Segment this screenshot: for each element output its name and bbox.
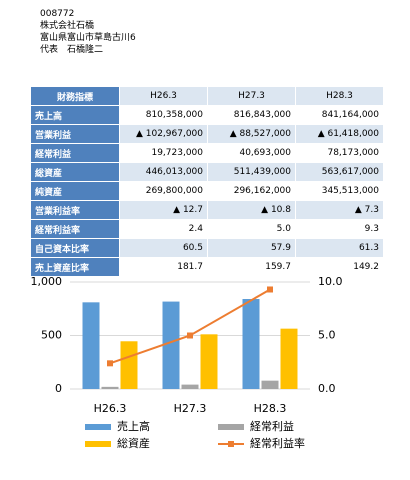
line-marker (267, 286, 273, 293)
value-cell: 60.5 (119, 238, 208, 258)
value-cell: ▲ 7.3 (295, 200, 384, 220)
row-label: 総資産 (30, 162, 120, 182)
row-label: 売上高 (30, 105, 120, 125)
value-cell: 810,358,000 (119, 105, 208, 125)
header-line: 008772 (40, 9, 75, 19)
value-cell: ▲ 10.8 (207, 200, 296, 220)
value-cell: ▲ 88,527,000 (207, 124, 296, 144)
table-row: 自己資本比率 60.5 57.9 61.3 (30, 238, 384, 258)
legend-marker (228, 441, 234, 447)
y2-tick-label: 5.0 (318, 329, 336, 342)
legend-label: 経常利益率 (250, 436, 305, 450)
bar (261, 380, 279, 389)
value-cell: 149.2 (295, 257, 384, 277)
value-cell: 78,173,000 (295, 143, 384, 163)
row-label: 自己資本比率 (30, 238, 120, 258)
header-cell: 財務指標 (30, 86, 120, 106)
value-cell: 345,513,000 (295, 181, 384, 201)
table-row: 売上高 810,358,000 816,843,000 841,164,000 (30, 105, 384, 125)
value-cell: 5.0 (207, 219, 296, 239)
legend-swatch (85, 441, 111, 447)
y-tick-label: 0 (55, 382, 62, 395)
table-row: 総資産 446,013,000 511,439,000 563,617,000 (30, 162, 384, 182)
row-label: 経常利益 (30, 143, 120, 163)
value-cell: ▲ 12.7 (119, 200, 208, 220)
legend-label: 経常利益 (250, 419, 294, 433)
y2-tick-label: 0.0 (318, 382, 336, 395)
x-tick-label: H27.3 (174, 402, 207, 415)
bar (162, 301, 180, 389)
value-cell: 511,439,000 (207, 162, 296, 182)
value-cell: 563,617,000 (295, 162, 384, 182)
header-cell: H26.3 (119, 86, 208, 106)
value-cell: ▲ 61,418,000 (295, 124, 384, 144)
value-cell: 269,800,000 (119, 181, 208, 201)
y2-tick-label: 10.0 (318, 275, 343, 288)
bar (200, 334, 218, 389)
row-label: 純資産 (30, 181, 120, 201)
bar (120, 341, 138, 389)
value-cell: 61.3 (295, 238, 384, 258)
line-marker (107, 360, 113, 367)
bar (280, 328, 298, 389)
header-line: 富山県富山市草島古川6 (40, 33, 136, 43)
legend-swatch (85, 424, 111, 430)
header-cell: H28.3 (295, 86, 384, 106)
row-label: 売上資産比率 (30, 257, 120, 277)
value-cell: 40,693,000 (207, 143, 296, 163)
row-label: 経常利益率 (30, 219, 120, 239)
value-cell: 57.9 (207, 238, 296, 258)
bar (82, 302, 100, 389)
table-row: 営業利益率 ▲ 12.7 ▲ 10.8 ▲ 7.3 (30, 200, 384, 220)
financial-table: 財務指標 H26.3 H27.3 H28.3 売上高 810,358,000 816,843… (30, 86, 384, 277)
value-cell: 9.3 (295, 219, 384, 239)
line-marker (187, 332, 193, 339)
y-tick-label: 500 (41, 329, 62, 342)
x-tick-label: H28.3 (254, 402, 287, 415)
table-row: 純資産 269,800,000 296,162,000 345,513,000 (30, 181, 384, 201)
header-cell: H27.3 (207, 86, 296, 106)
header-row: 財務指標 H26.3 H27.3 H28.3 (30, 86, 384, 106)
value-cell: 446,013,000 (119, 162, 208, 182)
value-cell: ▲ 102,967,000 (119, 124, 208, 144)
bar (242, 299, 260, 389)
bar (181, 384, 199, 389)
value-cell: 841,164,000 (295, 105, 384, 125)
header-line: 代表 石橋隆二 (40, 45, 104, 55)
table-row: 経常利益 19,723,000 40,693,000 78,173,000 (30, 143, 384, 163)
y-tick-label: 1,000 (31, 275, 63, 288)
row-label: 営業利益率 (30, 200, 120, 220)
value-cell: 296,162,000 (207, 181, 296, 201)
x-tick-label: H26.3 (94, 402, 127, 415)
legend-label: 売上高 (117, 419, 150, 433)
row-label: 営業利益 (30, 124, 120, 144)
value-cell: 19,723,000 (119, 143, 208, 163)
value-cell: 2.4 (119, 219, 208, 239)
header-line: 株式会社石橋 (40, 21, 95, 31)
legend-swatch (218, 424, 244, 430)
bar (101, 386, 119, 389)
table-row: 経常利益率 2.4 5.0 9.3 (30, 219, 384, 239)
legend-label: 総資産 (117, 436, 150, 450)
value-cell: 816,843,000 (207, 105, 296, 125)
header: 008772 株式会社石橋富山県富山市草島古川6 代表 石橋隆二 (40, 8, 136, 56)
table-row: 売上資産比率 181.7 159.7 149.2 (30, 257, 384, 277)
table-row: 営業利益 ▲ 102,967,000 ▲ 88,527,000 ▲ 61,418,00… (30, 124, 384, 144)
